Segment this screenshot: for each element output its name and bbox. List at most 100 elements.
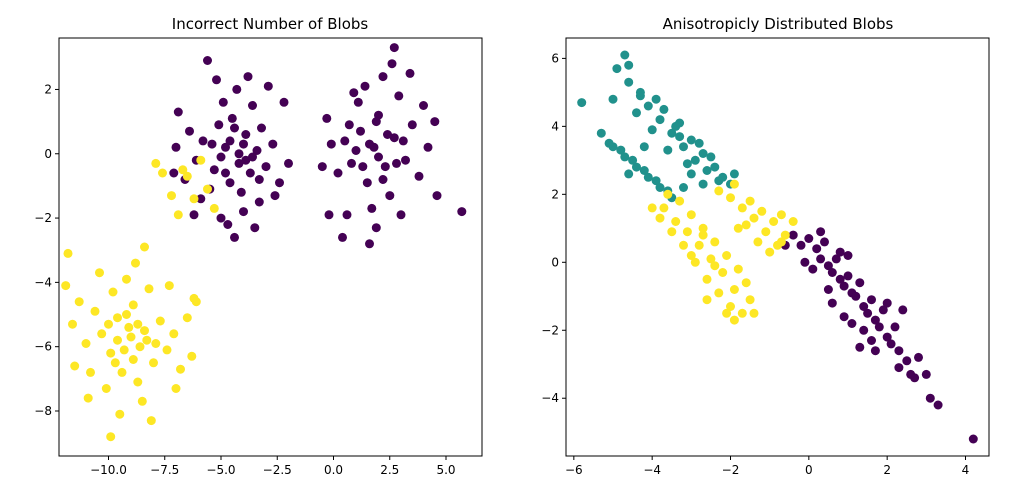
x-tick-label: 2.5	[380, 463, 399, 477]
data-point	[380, 162, 390, 172]
data-point	[196, 194, 206, 204]
data-point	[144, 284, 154, 294]
data-point	[457, 207, 467, 217]
data-point	[663, 189, 673, 199]
data-point	[371, 223, 381, 233]
data-point	[835, 247, 845, 257]
data-point	[263, 81, 273, 91]
data-point	[749, 213, 759, 223]
data-point	[209, 203, 219, 213]
data-point	[378, 175, 388, 184]
x-tick-label: −7.5	[150, 463, 179, 477]
data-point	[140, 242, 149, 252]
data-point	[63, 248, 73, 258]
data-point	[95, 268, 104, 278]
data-point	[827, 298, 837, 308]
data-point	[710, 162, 720, 172]
data-point	[675, 118, 685, 128]
data-point	[698, 223, 708, 233]
data-point	[106, 432, 116, 442]
data-point	[347, 158, 356, 168]
data-point	[608, 94, 618, 104]
data-point	[196, 155, 206, 165]
data-point	[847, 319, 857, 328]
data-point	[236, 187, 246, 197]
data-point	[894, 363, 904, 373]
data-point	[133, 377, 143, 387]
data-point	[835, 274, 845, 284]
data-point	[682, 227, 692, 237]
data-point	[733, 223, 743, 233]
data-point	[254, 175, 264, 184]
data-point	[70, 361, 80, 371]
data-point	[279, 97, 289, 107]
y-tick-label: −4	[541, 391, 559, 405]
data-point	[122, 274, 131, 284]
data-point	[423, 142, 433, 152]
data-point	[843, 251, 853, 260]
data-point	[886, 339, 896, 349]
data-point	[906, 369, 916, 379]
y-tick-label: 2	[44, 82, 52, 96]
data-point	[167, 191, 176, 201]
data-point	[164, 281, 174, 291]
data-point	[651, 176, 661, 186]
data-point	[851, 291, 861, 301]
data-point	[749, 308, 759, 318]
x-tick-label: −5.0	[206, 463, 235, 477]
data-point	[859, 325, 869, 335]
data-point	[86, 367, 95, 377]
data-point	[667, 227, 677, 237]
data-point	[383, 130, 392, 139]
data-point	[209, 165, 219, 175]
data-point	[635, 87, 645, 97]
data-point	[119, 345, 129, 355]
data-point	[878, 305, 888, 315]
plot-frame	[58, 37, 483, 457]
data-point	[737, 308, 747, 318]
data-point	[243, 72, 253, 82]
x-tick-label: 0.0	[324, 463, 343, 477]
data-point	[61, 281, 71, 291]
data-point	[113, 335, 122, 345]
data-point	[108, 287, 118, 297]
data-point	[110, 358, 120, 368]
data-point	[68, 319, 77, 329]
data-point	[407, 120, 417, 130]
data-point	[137, 396, 147, 406]
data-point	[124, 322, 134, 332]
data-point	[401, 155, 410, 165]
data-point	[694, 138, 704, 148]
data-point	[702, 274, 712, 284]
data-point	[733, 264, 743, 274]
data-point	[780, 230, 790, 240]
data-point	[182, 313, 192, 323]
data-point	[620, 152, 630, 162]
data-point	[353, 97, 363, 107]
data-point	[729, 285, 739, 294]
scatter-points	[577, 50, 978, 444]
data-point	[169, 329, 179, 339]
data-point	[239, 207, 248, 217]
data-point	[113, 313, 122, 323]
y-tick-label: −6	[34, 340, 52, 354]
data-point	[248, 101, 257, 110]
data-point	[396, 210, 406, 220]
data-point	[90, 306, 100, 316]
x-tick-label: −2	[722, 463, 740, 477]
data-point	[729, 315, 739, 325]
data-point	[187, 351, 197, 361]
data-point	[419, 101, 428, 110]
data-point	[698, 179, 708, 189]
data-point	[808, 264, 818, 274]
data-point	[356, 126, 365, 136]
x-tick-label: −2.5	[263, 463, 292, 477]
data-point	[620, 50, 630, 60]
data-point	[745, 295, 755, 305]
data-point	[239, 139, 248, 149]
data-point	[74, 297, 84, 307]
data-point	[831, 254, 841, 264]
data-point	[776, 237, 786, 247]
data-point	[117, 367, 127, 377]
data-point	[342, 210, 352, 220]
